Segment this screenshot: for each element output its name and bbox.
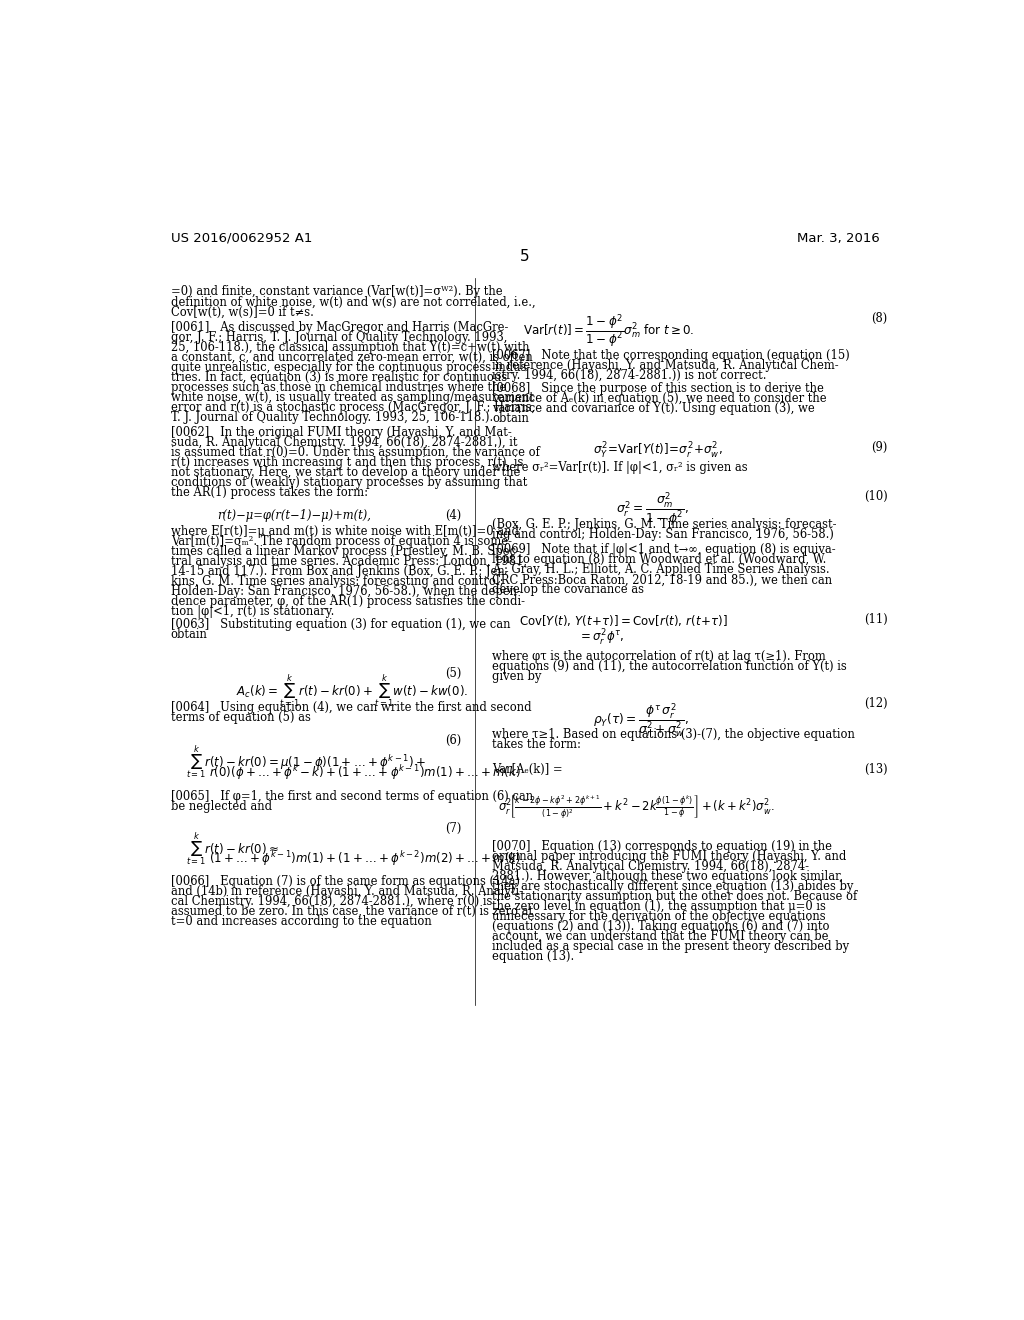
Text: quite unrealistic, especially for the continuous process indus-: quite unrealistic, especially for the co…	[171, 360, 530, 374]
Text: 14-15 and 117.). From Box and Jenkins (Box, G. E. P.; Jen-: 14-15 and 117.). From Box and Jenkins (B…	[171, 565, 508, 578]
Text: Var[Aₑ(k)] =: Var[Aₑ(k)] =	[493, 763, 563, 776]
Text: given by: given by	[493, 669, 542, 682]
Text: $\sigma_r^2\!\left[\frac{k - 2\phi - k\phi^2 + 2\phi^{k+1}}{(1-\phi)^2} + k^2 - : $\sigma_r^2\!\left[\frac{k - 2\phi - k\p…	[499, 793, 775, 821]
Text: (6): (6)	[445, 734, 461, 747]
Text: not stationary. Here, we start to develop a theory under the: not stationary. Here, we start to develo…	[171, 466, 520, 479]
Text: error and r(t) is a stochastic process (MacGregor, J. F.; Harris,: error and r(t) is a stochastic process (…	[171, 401, 535, 414]
Text: the zero level in equation (1), the assumption that μ=0 is: the zero level in equation (1), the assu…	[493, 900, 826, 913]
Text: unnecessary for the derivation of the objective equations: unnecessary for the derivation of the ob…	[493, 909, 826, 923]
Text: lent to equation (8) from Woodward et al. (Woodward, W.: lent to equation (8) from Woodward et al…	[493, 553, 826, 566]
Text: where σᵣ²=Var[r(t)]. If |φ|<1, σᵣ² is given as: where σᵣ²=Var[r(t)]. If |φ|<1, σᵣ² is gi…	[493, 461, 748, 474]
Text: $A_c(k) = \sum_{t=1}^{k} r(t) - kr(0) + \sum_{t=1}^{k} w(t) - kw(0).$: $A_c(k) = \sum_{t=1}^{k} r(t) - kr(0) + …	[237, 673, 469, 709]
Text: original paper introducing the FUMI theory (Hayashi, Y. and: original paper introducing the FUMI theo…	[493, 850, 847, 863]
Text: r(t) increases with increasing t and then this process, r(t), is: r(t) increases with increasing t and the…	[171, 457, 523, 470]
Text: the AR(1) process takes the form:: the AR(1) process takes the form:	[171, 487, 368, 499]
Text: terms of equation (5) as: terms of equation (5) as	[171, 711, 310, 725]
Text: kins, G. M. Time series analysis: forecasting and control;: kins, G. M. Time series analysis: foreca…	[171, 576, 503, 587]
Text: (5): (5)	[444, 667, 461, 680]
Text: included as a special case in the present theory described by: included as a special case in the presen…	[493, 940, 849, 953]
Text: $\mathrm{Var}[r(t)] = \dfrac{1-\phi^2}{1-\phi^2}\sigma_m^2 \;\text{for } t \geq : $\mathrm{Var}[r(t)] = \dfrac{1-\phi^2}{1…	[523, 313, 694, 350]
Text: $= \sigma_r^2\phi^\tau,$: $= \sigma_r^2\phi^\tau,$	[578, 628, 624, 648]
Text: [0063]   Substituting equation (3) for equation (1), we can: [0063] Substituting equation (3) for equ…	[171, 618, 510, 631]
Text: t=0 and increases according to the equation: t=0 and increases according to the equat…	[171, 915, 431, 928]
Text: $(1 + \ldots + \phi^{k-1})m(1) + (1 + \ldots + \phi^{k-2})m(2) + \ldots + m(k).$: $(1 + \ldots + \phi^{k-1})m(1) + (1 + \l…	[209, 849, 525, 869]
Text: Mar. 3, 2016: Mar. 3, 2016	[797, 231, 880, 244]
Text: variance of Aₑ(k) in equation (5), we need to consider the: variance of Aₑ(k) in equation (5), we ne…	[493, 392, 826, 405]
Text: Var[m(t)]=σₘ². The random process of equation 4 is some-: Var[m(t)]=σₘ². The random process of equ…	[171, 535, 512, 548]
Text: cal Chemistry. 1994, 66(18), 2874-2881.), where r(0) is: cal Chemistry. 1994, 66(18), 2874-2881.)…	[171, 895, 492, 908]
Text: suda, R. Analytical Chemistry. 1994, 66(18), 2874-2881.), it: suda, R. Analytical Chemistry. 1994, 66(…	[171, 437, 517, 449]
Text: Cov[w(t), w(s)]=0 if t≠s.: Cov[w(t), w(s)]=0 if t≠s.	[171, 305, 313, 318]
Text: 2881.). However, although these two equations look similar,: 2881.). However, although these two equa…	[493, 870, 843, 883]
Text: [0064]   Using equation (4), we can write the first and second: [0064] Using equation (4), we can write …	[171, 701, 531, 714]
Text: 25, 106-118.), the classical assumption that Y(t)=c+w(t) with: 25, 106-118.), the classical assumption …	[171, 341, 529, 354]
Text: =0) and finite, constant variance (Var[w(t)]=σᵂ²). By the: =0) and finite, constant variance (Var[w…	[171, 285, 502, 298]
Text: in reference (Hayashi, Y. and Matsuda, R. Analytical Chem-: in reference (Hayashi, Y. and Matsuda, R…	[493, 359, 839, 372]
Text: assumed to be zero. In this case, the variance of r(t) is zero at: assumed to be zero. In this case, the va…	[171, 904, 532, 917]
Text: [0061]   As discussed by MacGregor and Harris (MacGre-: [0061] As discussed by MacGregor and Har…	[171, 321, 508, 334]
Text: $\rho_Y(\tau) = \dfrac{\phi^\tau\,\sigma_r^2}{\sigma_r^2+\sigma_w^2},$: $\rho_Y(\tau) = \dfrac{\phi^\tau\,\sigma…	[593, 701, 689, 741]
Text: $\sigma_r^2 = \dfrac{\sigma_m^2}{1-\phi^2},$: $\sigma_r^2 = \dfrac{\sigma_m^2}{1-\phi^…	[616, 491, 689, 529]
Text: r(t)−μ=φ(r(t−1)−μ)+m(t),: r(t)−μ=φ(r(t−1)−μ)+m(t),	[218, 508, 372, 521]
Text: tion |φ|<1, r(t) is stationary.: tion |φ|<1, r(t) is stationary.	[171, 605, 334, 618]
Text: dence parameter, φ, of the AR(1) process satisfies the condi-: dence parameter, φ, of the AR(1) process…	[171, 595, 524, 609]
Text: develop the covariance as: develop the covariance as	[493, 583, 644, 597]
Text: Matsuda, R. Analytical Chemistry. 1994, 66(18), 2874-: Matsuda, R. Analytical Chemistry. 1994, …	[493, 859, 809, 873]
Text: (8): (8)	[871, 313, 888, 326]
Text: obtain: obtain	[171, 628, 208, 642]
Text: the stationarity assumption but the other does not. Because of: the stationarity assumption but the othe…	[493, 890, 857, 903]
Text: (10): (10)	[864, 490, 888, 503]
Text: (12): (12)	[864, 697, 888, 710]
Text: 5: 5	[520, 249, 529, 264]
Text: T. J. Journal of Quality Technology. 1993, 25, 106-118.).: T. J. Journal of Quality Technology. 199…	[171, 411, 493, 424]
Text: takes the form:: takes the form:	[493, 738, 582, 751]
Text: [0062]   In the original FUMI theory (Hayashi, Y. and Mat-: [0062] In the original FUMI theory (Haya…	[171, 426, 511, 440]
Text: variance and covariance of Y(t). Using equation (3), we: variance and covariance of Y(t). Using e…	[493, 403, 815, 416]
Text: istry. 1994, 66(18), 2874-2881.)) is not correct.: istry. 1994, 66(18), 2874-2881.)) is not…	[493, 370, 767, 383]
Text: [0067]   Note that the corresponding equation (equation (15): [0067] Note that the corresponding equat…	[493, 350, 850, 363]
Text: (4): (4)	[445, 508, 461, 521]
Text: obtain: obtain	[493, 412, 529, 425]
Text: be neglected and: be neglected and	[171, 800, 271, 813]
Text: [0065]   If φ=1, the first and second terms of equation (6) can: [0065] If φ=1, the first and second term…	[171, 789, 532, 803]
Text: (equations (2) and (13)). Taking equations (6) and (7) into: (equations (2) and (13)). Taking equatio…	[493, 920, 829, 933]
Text: [0070]   Equation (13) corresponds to equation (19) in the: [0070] Equation (13) corresponds to equa…	[493, 840, 833, 853]
Text: (9): (9)	[871, 441, 888, 454]
Text: [0068]   Since the purpose of this section is to derive the: [0068] Since the purpose of this section…	[493, 383, 824, 396]
Text: $\mathrm{Cov}[Y(t),\,Y(t\!+\!\tau)] = \mathrm{Cov}[r(t),\,r(t\!+\!\tau)]$: $\mathrm{Cov}[Y(t),\,Y(t\!+\!\tau)] = \m…	[519, 612, 728, 628]
Text: (7): (7)	[444, 822, 461, 836]
Text: (11): (11)	[864, 612, 888, 626]
Text: where E[r(t)]=μ and m(t) is white noise with E[m(t)]=0 and: where E[r(t)]=μ and m(t) is white noise …	[171, 525, 518, 539]
Text: conditions of (weakly) stationary processes by assuming that: conditions of (weakly) stationary proces…	[171, 477, 527, 490]
Text: they are stochastically different since equation (13) abides by: they are stochastically different since …	[493, 880, 854, 892]
Text: $r(0)(\phi + \ldots + \phi^k - k) + (1 + \ldots + \phi^{k-1})m(1) + \ldots + m(k: $r(0)(\phi + \ldots + \phi^k - k) + (1 +…	[209, 763, 521, 781]
Text: equation (13).: equation (13).	[493, 950, 574, 964]
Text: $\sum_{t=1}^{k} r(t) - kr(0) \approx$: $\sum_{t=1}^{k} r(t) - kr(0) \approx$	[186, 830, 279, 867]
Text: [0069]   Note that if |φ|<1 and t→∞, equation (8) is equiva-: [0069] Note that if |φ|<1 and t→∞, equat…	[493, 544, 836, 557]
Text: where φτ is the autocorrelation of r(t) at lag τ(≥1). From: where φτ is the autocorrelation of r(t) …	[493, 649, 826, 663]
Text: $\sigma_Y^2\!=\!\mathrm{Var}[Y(t)]\!=\!\sigma_r^2\!+\!\sigma_w^2,$: $\sigma_Y^2\!=\!\mathrm{Var}[Y(t)]\!=\!\…	[593, 441, 723, 461]
Text: (Box, G. E. P.; Jenkins, G. M. Time series analysis: forecast-: (Box, G. E. P.; Jenkins, G. M. Time seri…	[493, 517, 837, 531]
Text: white noise, w(t), is usually treated as sampling/measurement: white noise, w(t), is usually treated as…	[171, 391, 534, 404]
Text: US 2016/0062952 A1: US 2016/0062952 A1	[171, 231, 312, 244]
Text: times called a linear Markov process (Priestley, M. B. Spec-: times called a linear Markov process (Pr…	[171, 545, 519, 558]
Text: account, we can understand that the FUMI theory can be: account, we can understand that the FUMI…	[493, 929, 828, 942]
Text: equations (9) and (11), the autocorrelation function of Y(t) is: equations (9) and (11), the autocorrelat…	[493, 660, 847, 673]
Text: a constant, c, and uncorrelated zero-mean error, w(t), is often: a constant, c, and uncorrelated zero-mea…	[171, 351, 532, 364]
Text: definition of white noise, w(t) and w(s) are not correlated, i.e.,: definition of white noise, w(t) and w(s)…	[171, 296, 536, 309]
Text: $\sum_{t=1}^{k} r(t) - kr(0) = \mu(1-\phi)(1 + \ldots + \phi^{k-1}) +$: $\sum_{t=1}^{k} r(t) - kr(0) = \mu(1-\ph…	[186, 743, 426, 780]
Text: where τ≥1. Based on equations (3)-(7), the objective equation: where τ≥1. Based on equations (3)-(7), t…	[493, 729, 855, 742]
Text: is assumed that r(0)=0. Under this assumption, the variance of: is assumed that r(0)=0. Under this assum…	[171, 446, 540, 459]
Text: tries. In fact, equation (3) is more realistic for continuous: tries. In fact, equation (3) is more rea…	[171, 371, 507, 384]
Text: ing and control; Holden-Day: San Francisco, 1976, 56-58.): ing and control; Holden-Day: San Francis…	[493, 528, 835, 541]
Text: A.; Gray, H. L.; Elliott, A. C. Applied Time Series Analysis.: A.; Gray, H. L.; Elliott, A. C. Applied …	[493, 564, 829, 577]
Text: processes such as those in chemical industries where the: processes such as those in chemical indu…	[171, 381, 506, 393]
Text: CRC Press:Boca Raton, 2012, 18-19 and 85.), we then can: CRC Press:Boca Raton, 2012, 18-19 and 85…	[493, 573, 833, 586]
Text: gor, J. F.; Harris, T. J. Journal of Quality Technology. 1993,: gor, J. F.; Harris, T. J. Journal of Qua…	[171, 331, 507, 345]
Text: tral analysis and time series. Academic Press: London, 1981,: tral analysis and time series. Academic …	[171, 554, 526, 568]
Text: (13): (13)	[864, 763, 888, 776]
Text: Holden-Day: San Francisco, 1976, 56-58.), when the depen-: Holden-Day: San Francisco, 1976, 56-58.)…	[171, 585, 520, 598]
Text: and (14b) in reference (Hayashi, Y. and Matsuda, R. Analyti-: and (14b) in reference (Hayashi, Y. and …	[171, 884, 522, 898]
Text: [0066]   Equation (7) is of the same form as equations (14a): [0066] Equation (7) is of the same form …	[171, 875, 519, 887]
